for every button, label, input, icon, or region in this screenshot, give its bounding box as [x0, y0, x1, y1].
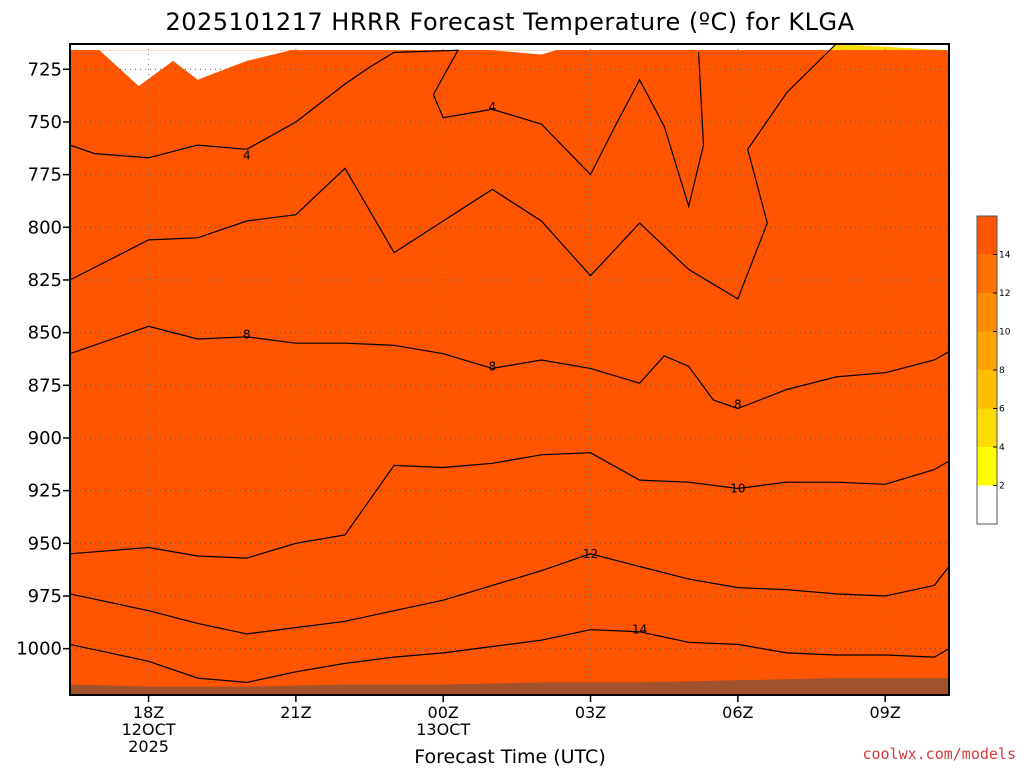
temperature-fill-bands: [70, 44, 949, 695]
cold-pocket-1: [492, 50, 557, 55]
contour-line-14: [70, 629, 949, 684]
plot-frame: [69, 43, 950, 696]
x-tick-label-3-0: 21Z: [280, 703, 311, 722]
colorbar-tick-label-12: 12: [999, 289, 1010, 299]
contour-label-14-7: 14: [632, 623, 647, 637]
x-tick-label-15-0: 09Z: [869, 703, 900, 722]
y-axis: 725 750 775 800 825 850 875 900 925 950 975 1000: [16, 59, 70, 660]
contour-labels: 4 4 8 8 8 10 12 14: [243, 100, 746, 636]
x-tick-label-0-2: 2025: [128, 737, 169, 756]
y-tick-label-725: 725: [28, 59, 62, 80]
colorbar-swatch-5: [977, 293, 997, 332]
chart-title: 2025101217 HRRR Forecast Temperature (ºC…: [165, 8, 854, 36]
y-tick-label-925: 925: [28, 481, 62, 502]
colorbar-swatch-7: [977, 216, 997, 255]
x-tick-label-0-1: 12OCT: [122, 720, 176, 739]
grid-lines: [70, 44, 949, 695]
contour-lines: [70, 44, 949, 684]
contour-line-8: [70, 325, 949, 410]
contour-label-8-2: 8: [243, 328, 251, 342]
x-tick-label-12-0: 06Z: [722, 703, 753, 722]
colorbar-tick-label-10: 10: [999, 328, 1011, 338]
y-tick-label-775: 775: [28, 165, 62, 186]
x-axis-label: Forecast Time (UTC): [414, 746, 605, 768]
contour-label-4-1: 4: [488, 100, 496, 114]
colorbar-swatch-6: [977, 254, 997, 293]
contour-label-8-4: 8: [734, 397, 742, 411]
contour-line-10: [70, 452, 949, 559]
cold-pocket-0: [99, 50, 291, 87]
y-tick-label-900: 900: [28, 428, 62, 449]
contour-line-4: [70, 49, 705, 209]
x-tick-label-6-1: 13OCT: [416, 720, 470, 739]
contour-label-10-5: 10: [730, 482, 745, 496]
colorbar-swatch-4: [977, 331, 997, 370]
y-tick-label-975: 975: [28, 586, 62, 607]
colorbar: 2 4 6 8 10 12 14: [976, 215, 1011, 525]
surface-ground-area: [70, 678, 949, 695]
y-tick-label-800: 800: [28, 217, 62, 238]
colorbar-tick-label-6: 6: [999, 405, 1005, 415]
surface-ground: [70, 678, 949, 695]
x-tick-label-9-0: 03Z: [575, 703, 606, 722]
y-tick-label-825: 825: [28, 270, 62, 291]
colorbar-tick-label-4: 4: [999, 443, 1005, 453]
y-tick-label-750: 750: [28, 112, 62, 133]
colorbar-tick-label-2: 2: [999, 482, 1005, 492]
contour-line-12: [70, 553, 949, 635]
y-tick-label-875: 875: [28, 375, 62, 396]
colorbar-swatch-2: [977, 408, 997, 447]
temp-band-14-above: [70, 50, 949, 695]
y-tick-label-950: 950: [28, 533, 62, 554]
x-tick-label-0-0: 18Z: [133, 703, 164, 722]
colorbar-swatch-0: [977, 485, 997, 524]
contour-label-4-0: 4: [243, 149, 251, 163]
credit-text[interactable]: coolwx.com/models: [862, 745, 1016, 763]
contour-label-12-6: 12: [583, 547, 598, 561]
colorbar-swatch-1: [977, 447, 997, 486]
colorbar-swatch-3: [977, 370, 997, 409]
x-tick-label-6-0: 00Z: [428, 703, 459, 722]
y-tick-label-850: 850: [28, 323, 62, 344]
contour-label-8-3: 8: [488, 359, 496, 373]
colorbar-tick-label-8: 8: [999, 366, 1005, 376]
colorbar-tick-label-14: 14: [999, 251, 1011, 261]
contour-line-6: [70, 44, 837, 300]
y-tick-label-1000: 1000: [16, 639, 62, 660]
